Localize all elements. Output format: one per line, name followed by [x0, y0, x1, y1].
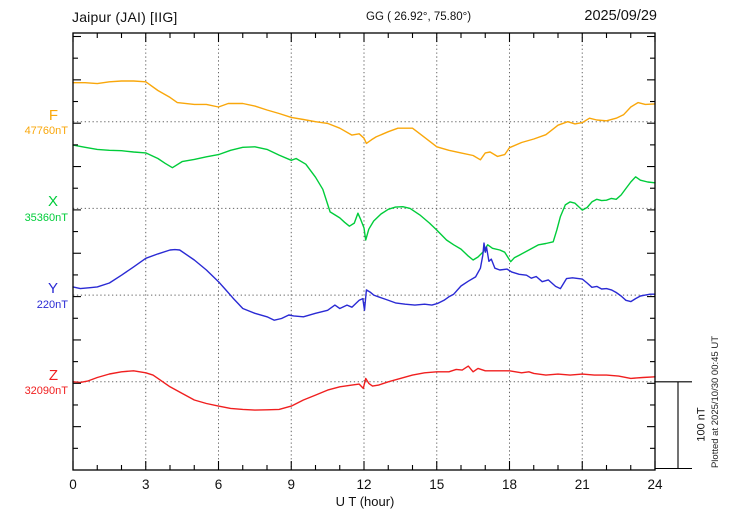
x-axis-title: U T (hour): [335, 494, 395, 509]
trace-F: [72, 80, 656, 161]
series-letter-F: F: [48, 106, 58, 124]
series-letter-Z: Z: [48, 366, 58, 384]
x-tick-label-18: 18: [501, 477, 518, 492]
x-tick-label-3: 3: [141, 477, 150, 492]
trace-Z: [72, 365, 656, 411]
x-tick-label-24: 24: [647, 477, 663, 492]
scale-bar-label: 100 nT: [695, 407, 708, 442]
trace-X: [72, 144, 656, 263]
x-tick-label-9: 9: [287, 477, 296, 492]
x-tick-label-6: 6: [214, 477, 223, 492]
x-tick-label-21: 21: [574, 477, 590, 492]
scale-bar: [655, 381, 692, 470]
x-tick-label-15: 15: [429, 477, 445, 492]
series-letter-X: X: [47, 193, 58, 211]
series-baseline-value-F: 47760nT: [24, 125, 68, 138]
series-baseline-value-X: 35360nT: [24, 211, 68, 224]
gridlines: [73, 33, 655, 470]
x-tick-label-12: 12: [356, 477, 372, 492]
series-baseline-value-Z: 32090nT: [24, 385, 68, 398]
trace-Y: [72, 242, 656, 321]
geographic-coords: GG ( 26.92°, 75.80°): [366, 11, 472, 23]
series-baseline-value-Y: 220nT: [36, 298, 68, 311]
plotted-at-note: Plotted at 2025/10/30 00:45 UT: [710, 335, 721, 469]
axis-ticks: [72, 33, 656, 470]
x-tick-label-0: 0: [69, 477, 77, 492]
plot-date: 2025/09/29: [584, 8, 657, 24]
series-letter-Y: Y: [47, 280, 58, 298]
station-title: Jaipur (JAI) [IIG]: [72, 9, 178, 25]
